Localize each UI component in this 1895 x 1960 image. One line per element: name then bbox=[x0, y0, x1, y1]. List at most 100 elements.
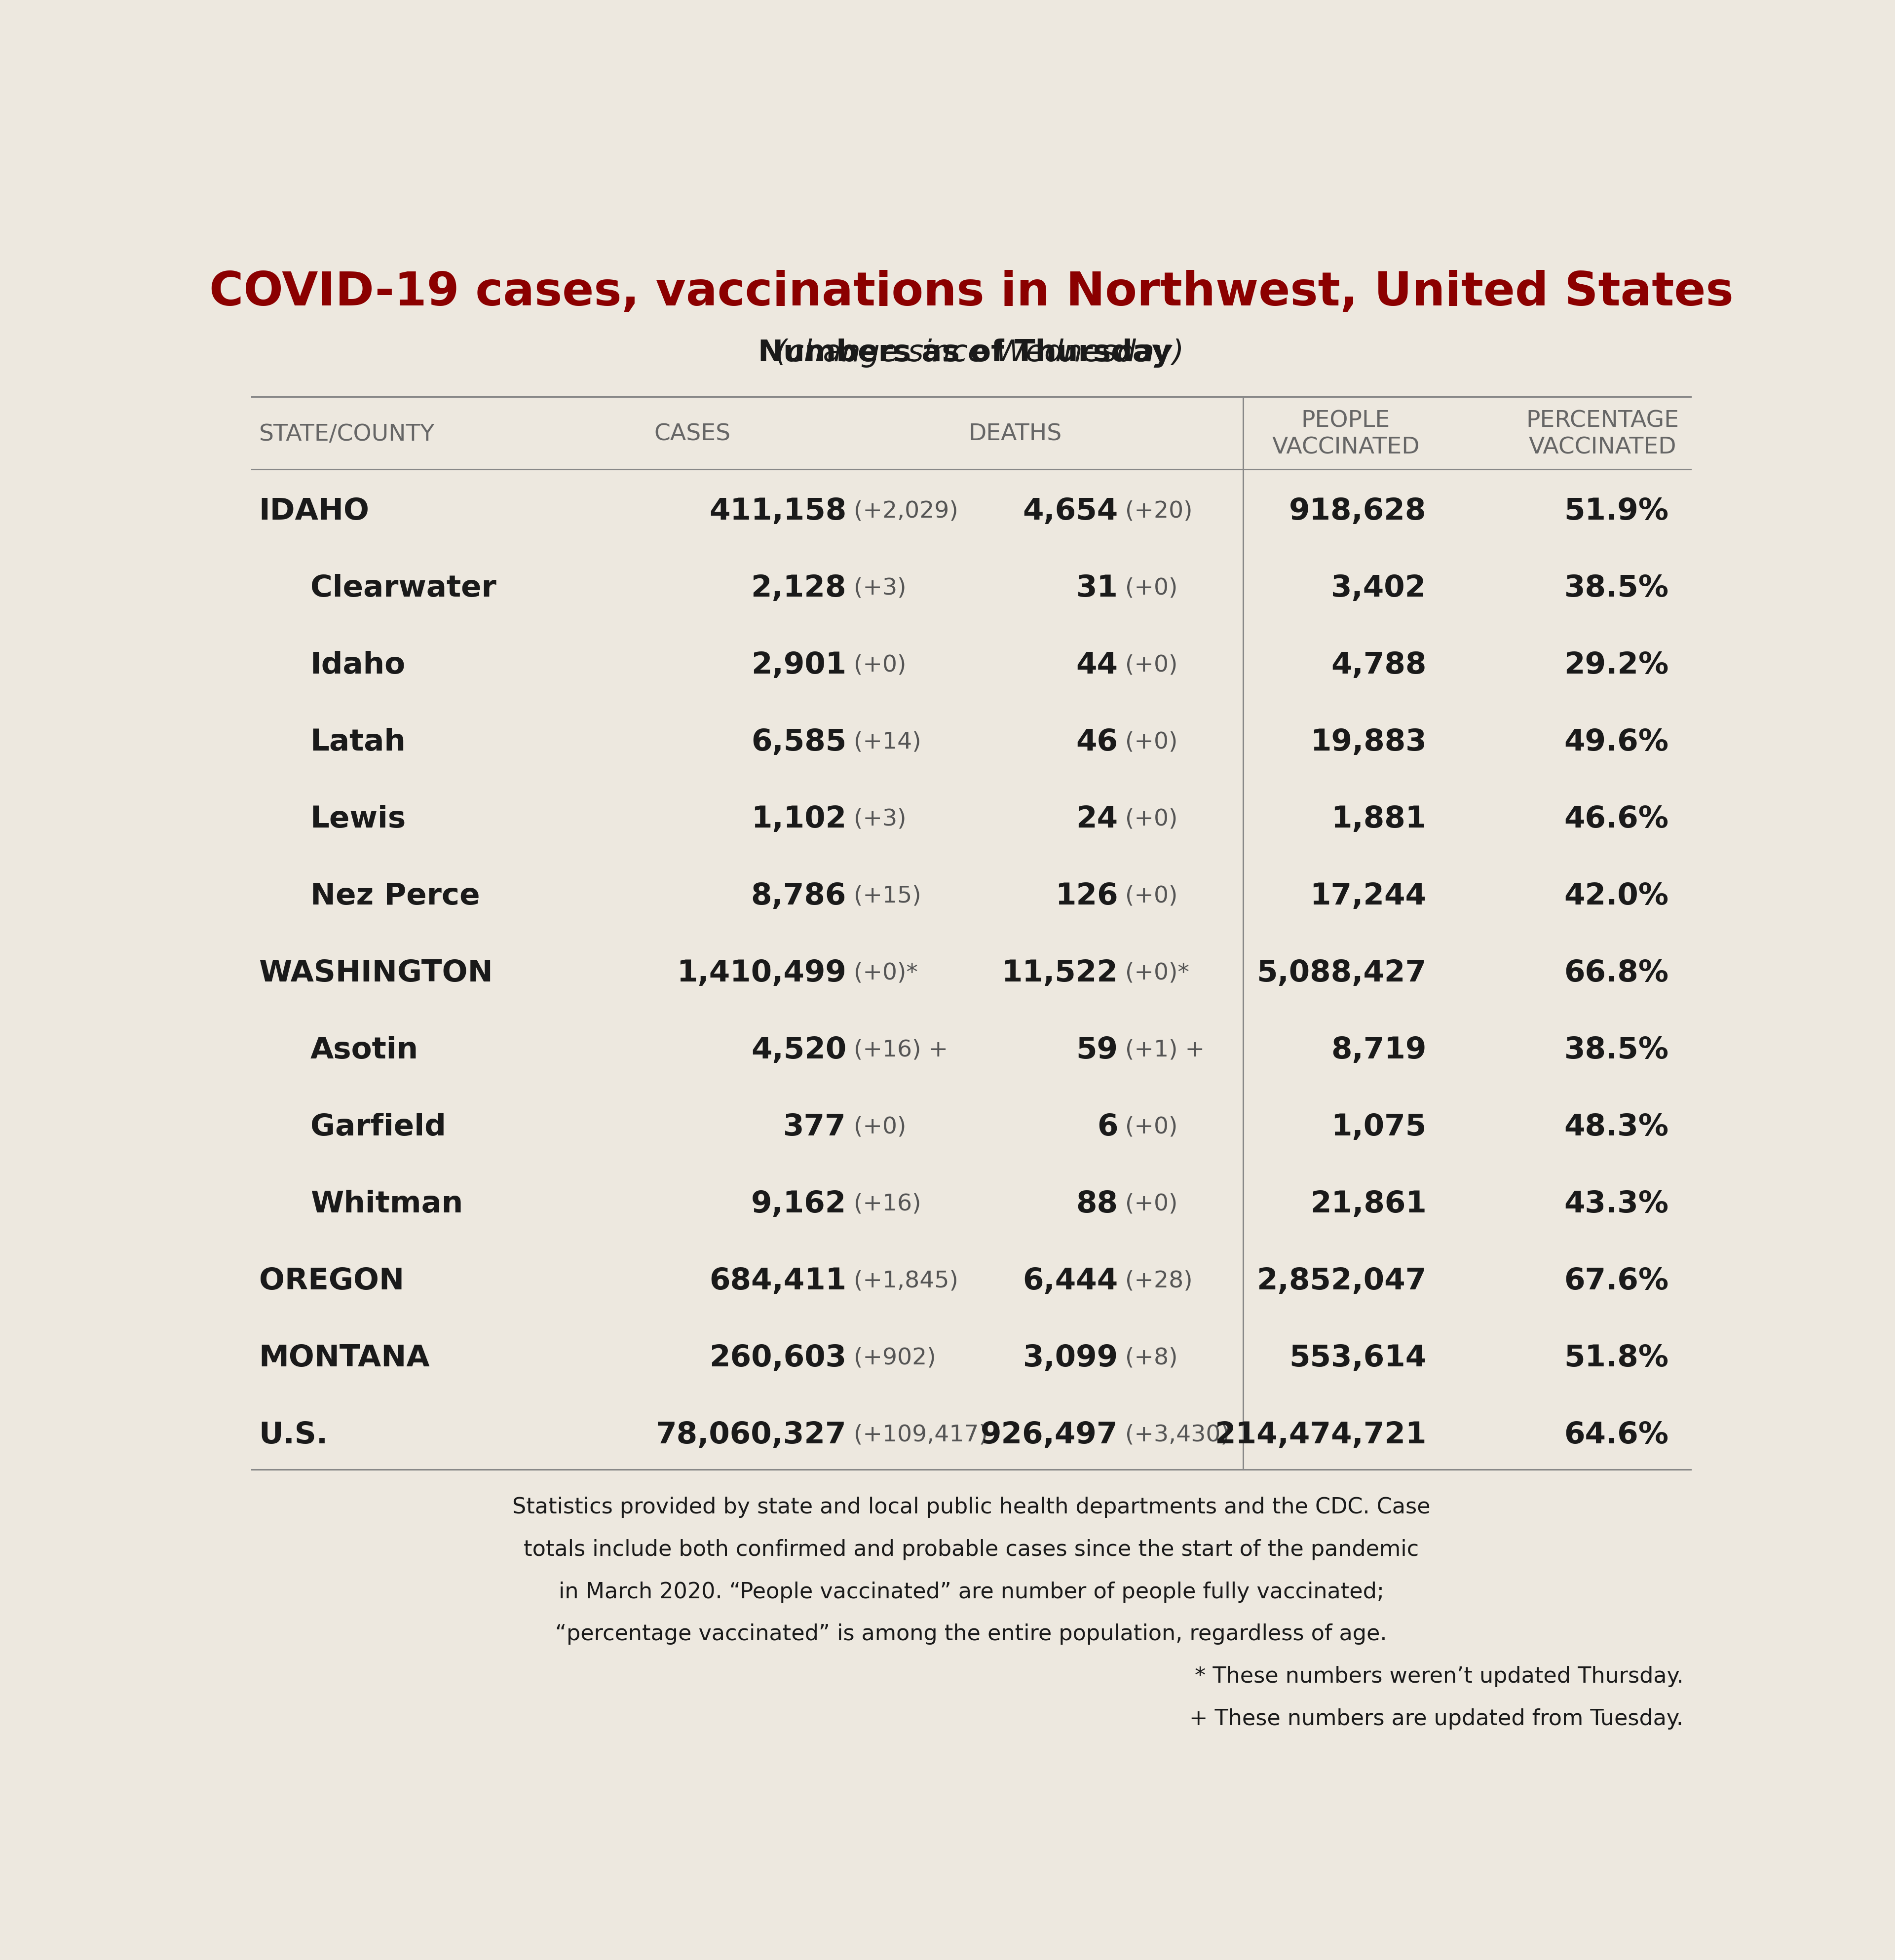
Text: 4,520: 4,520 bbox=[750, 1035, 847, 1064]
Text: 46.6%: 46.6% bbox=[1563, 806, 1669, 833]
Text: 51.8%: 51.8% bbox=[1563, 1343, 1669, 1372]
Text: PEOPLE
VACCINATED: PEOPLE VACCINATED bbox=[1272, 410, 1419, 459]
Text: (+0): (+0) bbox=[1126, 578, 1179, 600]
Text: (+1) +: (+1) + bbox=[1126, 1039, 1205, 1060]
Text: “percentage vaccinated” is among the entire population, regardless of age.: “percentage vaccinated” is among the ent… bbox=[555, 1623, 1387, 1644]
Text: 926,497: 926,497 bbox=[980, 1421, 1118, 1450]
Text: totals include both confirmed and probable cases since the start of the pandemic: totals include both confirmed and probab… bbox=[523, 1539, 1419, 1560]
Text: 48.3%: 48.3% bbox=[1563, 1113, 1669, 1141]
Text: Nez Perce: Nez Perce bbox=[311, 882, 479, 911]
Text: 377: 377 bbox=[783, 1113, 847, 1141]
Text: 1,102: 1,102 bbox=[750, 806, 847, 833]
Text: 11,522: 11,522 bbox=[1002, 958, 1118, 988]
Text: (+3,430): (+3,430) bbox=[1126, 1423, 1230, 1446]
Text: 29.2%: 29.2% bbox=[1563, 651, 1669, 680]
Text: (+0): (+0) bbox=[1126, 1194, 1179, 1215]
Text: (+20): (+20) bbox=[1126, 500, 1192, 523]
Text: IDAHO: IDAHO bbox=[260, 496, 370, 525]
Text: Latah: Latah bbox=[311, 727, 406, 757]
Text: 2,128: 2,128 bbox=[750, 574, 847, 604]
Text: (+0): (+0) bbox=[1126, 886, 1179, 907]
Text: (+902): (+902) bbox=[853, 1347, 936, 1370]
Text: 553,614: 553,614 bbox=[1289, 1343, 1427, 1372]
Text: 260,603: 260,603 bbox=[709, 1343, 847, 1372]
Text: Statistics provided by state and local public health departments and the CDC. Ca: Statistics provided by state and local p… bbox=[512, 1497, 1431, 1519]
Text: PERCENTAGE
VACCINATED: PERCENTAGE VACCINATED bbox=[1525, 410, 1679, 459]
Text: Numbers as of Thursday: Numbers as of Thursday bbox=[758, 339, 1171, 367]
Text: 64.6%: 64.6% bbox=[1563, 1421, 1669, 1450]
Text: 4,654: 4,654 bbox=[1023, 496, 1118, 525]
Text: STATE/COUNTY: STATE/COUNTY bbox=[260, 423, 434, 445]
Text: 4,788: 4,788 bbox=[1330, 651, 1427, 680]
Text: Clearwater: Clearwater bbox=[311, 574, 496, 604]
Text: 214,474,721: 214,474,721 bbox=[1215, 1421, 1427, 1450]
Text: COVID-19 cases, vaccinations in Northwest, United States: COVID-19 cases, vaccinations in Northwes… bbox=[208, 270, 1734, 316]
Text: MONTANA: MONTANA bbox=[260, 1343, 430, 1372]
Text: DEATHS: DEATHS bbox=[968, 423, 1061, 445]
Text: Whitman: Whitman bbox=[311, 1190, 462, 1219]
Text: Asotin: Asotin bbox=[311, 1035, 419, 1064]
Text: (+3): (+3) bbox=[853, 578, 906, 600]
Text: 8,719: 8,719 bbox=[1330, 1035, 1427, 1064]
Text: (+109,417): (+109,417) bbox=[853, 1423, 987, 1446]
Text: 59: 59 bbox=[1076, 1035, 1118, 1064]
Text: 6,585: 6,585 bbox=[750, 727, 847, 757]
Text: (+0): (+0) bbox=[853, 1115, 906, 1139]
Text: WASHINGTON: WASHINGTON bbox=[260, 958, 493, 988]
Text: (+2,029): (+2,029) bbox=[853, 500, 959, 523]
Text: + These numbers are updated from Tuesday.: + These numbers are updated from Tuesday… bbox=[1190, 1707, 1683, 1729]
Text: 24: 24 bbox=[1076, 806, 1118, 833]
Text: 1,075: 1,075 bbox=[1330, 1113, 1427, 1141]
Text: 19,883: 19,883 bbox=[1309, 727, 1427, 757]
Text: (+0): (+0) bbox=[1126, 655, 1179, 676]
Text: (+16): (+16) bbox=[853, 1194, 921, 1215]
Text: OREGON: OREGON bbox=[260, 1266, 404, 1296]
Text: 6,444: 6,444 bbox=[1023, 1266, 1118, 1296]
Text: Garfield: Garfield bbox=[311, 1113, 445, 1141]
Text: (+28): (+28) bbox=[1126, 1270, 1192, 1292]
Text: 411,158: 411,158 bbox=[709, 496, 847, 525]
Text: U.S.: U.S. bbox=[260, 1421, 328, 1450]
Text: (+0): (+0) bbox=[1126, 731, 1179, 753]
Text: 66.8%: 66.8% bbox=[1563, 958, 1669, 988]
Text: (+3): (+3) bbox=[853, 808, 906, 831]
Text: 918,628: 918,628 bbox=[1289, 496, 1427, 525]
Text: in March 2020. “People vaccinated” are number of people fully vaccinated;: in March 2020. “People vaccinated” are n… bbox=[559, 1582, 1383, 1603]
Text: 1,410,499: 1,410,499 bbox=[677, 958, 847, 988]
Text: 8,786: 8,786 bbox=[750, 882, 847, 911]
Text: 43.3%: 43.3% bbox=[1563, 1190, 1669, 1219]
Text: 46: 46 bbox=[1076, 727, 1118, 757]
Text: 3,402: 3,402 bbox=[1330, 574, 1427, 604]
Text: 31: 31 bbox=[1076, 574, 1118, 604]
Text: (+0)*: (+0)* bbox=[1126, 962, 1190, 984]
Text: 42.0%: 42.0% bbox=[1563, 882, 1669, 911]
Text: 44: 44 bbox=[1076, 651, 1118, 680]
Text: 78,060,327: 78,060,327 bbox=[656, 1421, 847, 1450]
Text: 9,162: 9,162 bbox=[750, 1190, 847, 1219]
Text: 21,861: 21,861 bbox=[1309, 1190, 1427, 1219]
Text: 6: 6 bbox=[1097, 1113, 1118, 1141]
Text: (+14): (+14) bbox=[853, 731, 921, 753]
Text: 2,901: 2,901 bbox=[750, 651, 847, 680]
Text: Idaho: Idaho bbox=[311, 651, 406, 680]
Text: (+15): (+15) bbox=[853, 886, 921, 907]
Text: 38.5%: 38.5% bbox=[1563, 574, 1669, 604]
Text: (+0): (+0) bbox=[1126, 1115, 1179, 1139]
Text: 17,244: 17,244 bbox=[1309, 882, 1427, 911]
Text: Lewis: Lewis bbox=[311, 806, 406, 833]
Text: (+0): (+0) bbox=[853, 655, 906, 676]
Text: 88: 88 bbox=[1076, 1190, 1118, 1219]
Text: (+1,845): (+1,845) bbox=[853, 1270, 959, 1292]
Text: 51.9%: 51.9% bbox=[1563, 496, 1669, 525]
Text: CASES: CASES bbox=[654, 423, 730, 445]
Text: (+8): (+8) bbox=[1126, 1347, 1179, 1370]
Text: 126: 126 bbox=[1056, 882, 1118, 911]
Text: (+0): (+0) bbox=[1126, 808, 1179, 831]
Text: * These numbers weren’t updated Thursday.: * These numbers weren’t updated Thursday… bbox=[1194, 1666, 1683, 1688]
Text: 67.6%: 67.6% bbox=[1563, 1266, 1669, 1296]
Text: 684,411: 684,411 bbox=[709, 1266, 847, 1296]
Text: 38.5%: 38.5% bbox=[1563, 1035, 1669, 1064]
Text: (+16) +: (+16) + bbox=[853, 1039, 948, 1060]
Text: 2,852,047: 2,852,047 bbox=[1256, 1266, 1427, 1296]
Text: 1,881: 1,881 bbox=[1330, 806, 1427, 833]
